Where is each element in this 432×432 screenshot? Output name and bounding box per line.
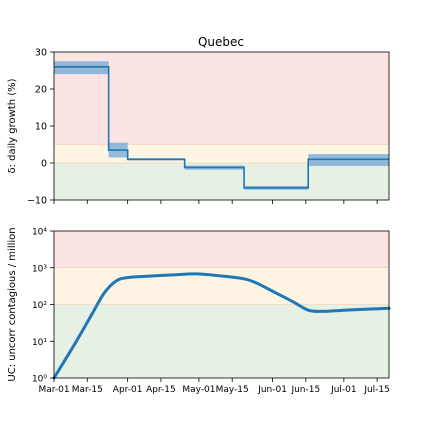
x-tick-label: Apr-01 (113, 385, 143, 395)
confidence-band (54, 61, 109, 75)
y-tick-label: 10⁴ (32, 228, 47, 238)
chart-title: Quebec (198, 35, 244, 49)
x-tick-label: Jun-01 (257, 385, 287, 395)
y-tick-label: 20 (35, 85, 47, 96)
top-growth-line (54, 66, 389, 189)
x-tick-label: Jul-15 (363, 385, 390, 395)
bottom-zones (54, 231, 389, 378)
y-tick-label: 0 (41, 159, 47, 170)
y-tick-label: 10² (32, 301, 47, 311)
zone-green (54, 304, 389, 378)
zone-red (54, 52, 389, 145)
bottom-y-axis-label: UC: uncorr contagious / million (7, 227, 18, 381)
top-x-ticks (53, 200, 378, 204)
y-tick-label: 10³ (32, 264, 47, 274)
x-tick-label: May-15 (216, 385, 249, 395)
x-tick-label: Mar-01 (38, 385, 69, 395)
x-tick-label: Mar-15 (72, 385, 103, 395)
top-panel: −10 0 10 20 30 δ: daily growth (%) (7, 48, 390, 207)
x-tick-label: Apr-15 (146, 385, 176, 395)
y-tick-label: −10 (27, 196, 47, 207)
x-tick-label: Jun-15 (290, 385, 320, 395)
bottom-contagious-line (52, 272, 391, 380)
zone-yellow (54, 267, 389, 305)
x-tick-label: Jul-01 (330, 385, 357, 395)
y-tick-label: 30 (35, 48, 47, 59)
bottom-x-ticks: Mar-01 Mar-15 Apr-01 Apr-15 May-01 May-15 Jun-… (38, 378, 390, 395)
bottom-y-ticks: 10⁰ 10¹ 10² 10³ 10⁴ (32, 228, 54, 385)
y-tick-label: 10 (35, 122, 47, 133)
zone-red (54, 231, 389, 268)
top-y-axis-label: δ: daily growth (%) (7, 78, 18, 173)
y-tick-label: 10¹ (32, 338, 47, 348)
top-y-ticks: −10 0 10 20 30 (27, 48, 54, 207)
bottom-panel: 10⁰ 10¹ 10² 10³ 10⁴ Mar-01 Mar-15 Apr-01 Apr-15… (7, 227, 391, 395)
x-tick-label: May-01 (182, 385, 215, 395)
y-tick-label: 10⁰ (32, 375, 47, 385)
